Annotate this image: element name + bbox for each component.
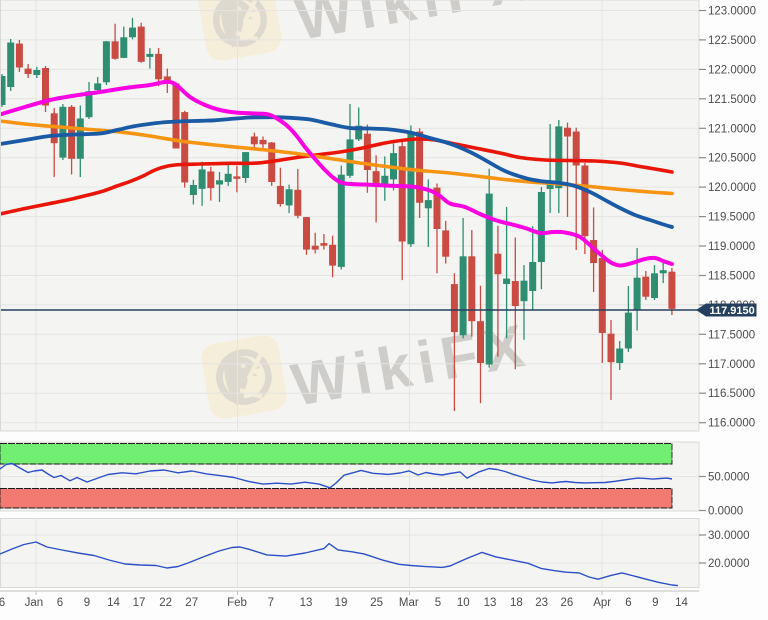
svg-text:120.0000: 120.0000 bbox=[708, 182, 756, 194]
svg-text:117.5000: 117.5000 bbox=[708, 329, 755, 341]
svg-text:17: 17 bbox=[133, 597, 146, 609]
svg-text:13: 13 bbox=[484, 597, 497, 609]
svg-text:6: 6 bbox=[625, 597, 631, 609]
svg-text:6: 6 bbox=[0, 597, 5, 609]
svg-text:119.5000: 119.5000 bbox=[708, 212, 755, 224]
svg-text:117.0000: 117.0000 bbox=[708, 359, 755, 371]
svg-text:Jan: Jan bbox=[25, 597, 44, 609]
svg-text:0.0000: 0.0000 bbox=[708, 506, 743, 518]
svg-text:121.0000: 121.0000 bbox=[708, 123, 756, 135]
svg-text:23: 23 bbox=[535, 597, 548, 609]
svg-text:26: 26 bbox=[561, 597, 574, 609]
svg-text:9: 9 bbox=[652, 597, 658, 609]
svg-text:121.5000: 121.5000 bbox=[708, 94, 756, 106]
svg-text:13: 13 bbox=[300, 597, 313, 609]
svg-text:117.9150: 117.9150 bbox=[710, 305, 755, 317]
svg-text:6: 6 bbox=[57, 597, 63, 609]
svg-text:27: 27 bbox=[185, 597, 198, 609]
svg-text:18: 18 bbox=[510, 597, 523, 609]
svg-text:Apr: Apr bbox=[593, 597, 611, 609]
svg-text:119.0000: 119.0000 bbox=[708, 241, 755, 253]
svg-text:20.0000: 20.0000 bbox=[708, 558, 750, 570]
svg-text:30.0000: 30.0000 bbox=[708, 530, 750, 542]
svg-text:118.5000: 118.5000 bbox=[708, 271, 755, 283]
svg-text:Mar: Mar bbox=[399, 597, 419, 609]
svg-text:5: 5 bbox=[435, 597, 441, 609]
svg-text:120.5000: 120.5000 bbox=[708, 153, 756, 165]
svg-text:14: 14 bbox=[675, 597, 688, 609]
svg-text:7: 7 bbox=[268, 597, 274, 609]
svg-text:122.5000: 122.5000 bbox=[708, 35, 756, 47]
svg-text:14: 14 bbox=[107, 597, 120, 609]
svg-text:116.5000: 116.5000 bbox=[708, 388, 755, 400]
svg-text:9: 9 bbox=[84, 597, 90, 609]
svg-text:22: 22 bbox=[159, 597, 172, 609]
svg-text:19: 19 bbox=[335, 597, 348, 609]
svg-text:123.0000: 123.0000 bbox=[708, 6, 756, 18]
svg-text:122.0000: 122.0000 bbox=[708, 64, 756, 76]
svg-text:10: 10 bbox=[457, 597, 470, 609]
svg-text:25: 25 bbox=[370, 597, 383, 609]
svg-text:50.0000: 50.0000 bbox=[708, 472, 750, 484]
svg-text:Feb: Feb bbox=[227, 597, 247, 609]
svg-text:116.0000: 116.0000 bbox=[708, 418, 755, 430]
